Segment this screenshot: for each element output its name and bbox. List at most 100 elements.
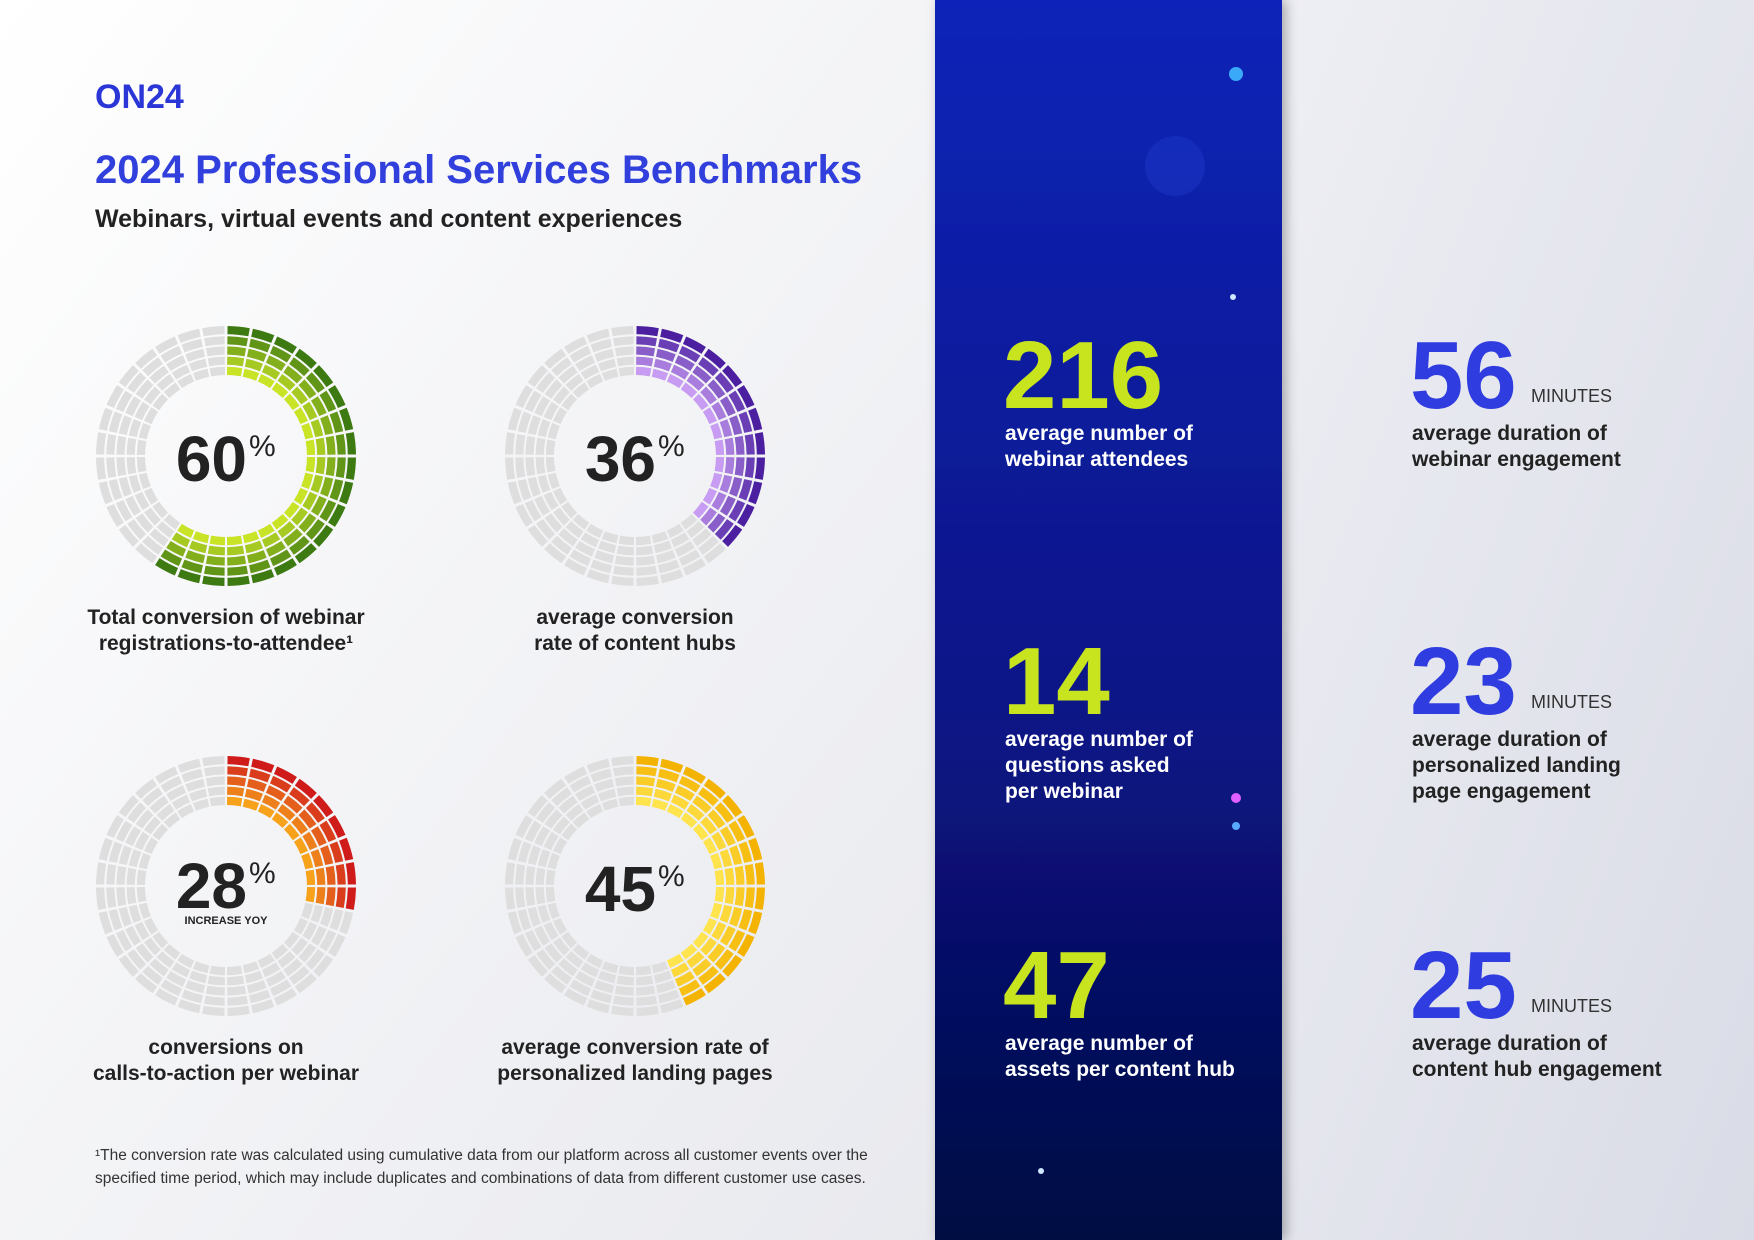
track-segment [125, 826, 142, 847]
track-segment [156, 951, 175, 968]
gauge-track [96, 756, 354, 1016]
gauge-segment [666, 804, 684, 819]
track-segment [536, 519, 556, 540]
duration-label: personalized landing [1412, 754, 1621, 777]
gauge-segment [293, 837, 308, 855]
track-segment [149, 528, 169, 547]
duration-label: average duration of [1412, 422, 1608, 445]
gauge-segment [719, 495, 736, 516]
track-segment [544, 943, 563, 963]
track-segment [138, 422, 151, 440]
gauge-segment [283, 528, 303, 547]
track-segment [185, 778, 206, 792]
gauge-segment [719, 849, 733, 868]
track-segment [160, 775, 183, 793]
track-segment [543, 401, 559, 421]
gauge-segment [702, 837, 717, 855]
gauge-arc [226, 756, 356, 910]
gauge-segment [744, 434, 755, 455]
track-segment [586, 328, 610, 343]
gauge-segment [328, 503, 346, 527]
gauge-segment [744, 864, 755, 885]
track-segment [181, 338, 203, 353]
duration-unit: MINUTES [1531, 386, 1612, 406]
gauge-segment [700, 507, 717, 526]
track-segment [558, 958, 578, 977]
track-segment [598, 358, 617, 372]
track-segment [118, 524, 139, 547]
gauge-unit: % [658, 430, 685, 463]
gauge-segment [710, 472, 723, 490]
gauge-segment [242, 531, 260, 544]
track-segment [142, 965, 163, 985]
track-segment [251, 999, 275, 1014]
gauge-segment [714, 869, 725, 886]
gauge-arc [155, 326, 356, 586]
track-segment [244, 970, 263, 984]
gauge-segment [707, 809, 726, 829]
gauge-segment [291, 816, 308, 835]
track-segment [594, 550, 615, 564]
gauge-segment [666, 953, 684, 968]
track-segment [177, 804, 195, 819]
gauge-segment [700, 816, 717, 835]
track-segment [545, 869, 556, 886]
glow-dot [1231, 793, 1241, 803]
gauge-segment [298, 379, 317, 399]
track-segment [517, 909, 532, 931]
gauge-segment [653, 358, 672, 372]
gauge-caption: personalized landing pages [497, 1062, 772, 1085]
track-segment [524, 390, 542, 413]
track-segment [551, 357, 572, 377]
gauge-segment [335, 864, 346, 885]
gauge-segment [192, 531, 210, 544]
gauge-segment [227, 545, 245, 556]
gauge-segment [666, 374, 684, 389]
gauge-unit: % [249, 857, 276, 890]
track-segment [535, 867, 546, 885]
gauge-segment [692, 823, 709, 841]
gauge-segment [283, 823, 300, 841]
track-segment [598, 970, 617, 984]
gauge-segment [678, 775, 701, 793]
track-segment [142, 787, 163, 807]
gauge-segment [305, 519, 325, 540]
gauge-segment [289, 357, 310, 377]
duration-unit: MINUTES [1531, 996, 1612, 1016]
track-segment [527, 365, 548, 388]
track-segment [135, 809, 154, 829]
track-segment [505, 862, 516, 885]
track-segment [209, 366, 226, 377]
track-segment [527, 524, 548, 547]
track-segment [507, 481, 522, 505]
track-segment [601, 368, 619, 381]
track-segment [177, 999, 201, 1014]
gauge-segment [636, 336, 657, 347]
track-segment [242, 961, 260, 974]
track-segment [177, 374, 195, 389]
gauge-segment [714, 949, 734, 970]
track-segment [658, 559, 680, 574]
gauge-segment [310, 419, 324, 438]
gauge-track [96, 326, 226, 564]
track-segment [586, 523, 604, 538]
track-segment [98, 911, 113, 935]
gauge-segment [166, 540, 187, 557]
gauge-segment [729, 476, 743, 497]
track-segment [319, 929, 337, 952]
track-segment [302, 921, 318, 941]
stat-label: questions asked [1005, 754, 1170, 777]
track-segment [142, 357, 163, 377]
gauge-segment [257, 804, 275, 819]
track-segment [144, 837, 159, 855]
gauge-segment [345, 457, 356, 480]
track-segment [544, 973, 567, 994]
track-segment [598, 540, 617, 554]
gauge-segment [305, 869, 316, 886]
gauge-segment [703, 778, 726, 799]
track-segment [136, 456, 147, 473]
gauge-segment [313, 365, 334, 388]
track-segment [545, 886, 556, 903]
gauge-segment [273, 766, 297, 784]
track-segment [202, 756, 225, 767]
